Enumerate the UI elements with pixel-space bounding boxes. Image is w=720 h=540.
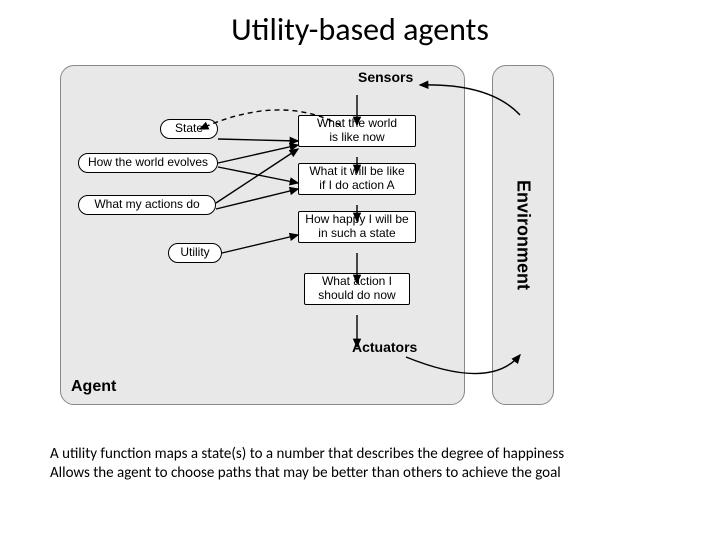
actuators-label: Actuators bbox=[352, 339, 417, 355]
node-shoulddo: What action Ishould do now bbox=[304, 273, 410, 305]
node-actions: What my actions do bbox=[78, 195, 216, 215]
node-willbe: What it will be likeif I do action A bbox=[298, 163, 416, 195]
node-utility: Utility bbox=[168, 243, 222, 263]
caption-line-1: A utility function maps a state(s) to a … bbox=[50, 445, 670, 464]
node-worldnow: What the worldis like now bbox=[298, 115, 416, 147]
diagram: Agent Environment Sensors Actuators Stat… bbox=[60, 55, 660, 415]
environment-label: Environment bbox=[513, 180, 534, 290]
sensors-label: Sensors bbox=[358, 69, 413, 85]
node-state: State bbox=[160, 119, 218, 139]
agent-label: Agent bbox=[71, 378, 116, 396]
caption-line-2: Allows the agent to choose paths that ma… bbox=[50, 464, 670, 483]
node-happy: How happy I will bein such a state bbox=[298, 211, 416, 243]
environment-panel: Environment bbox=[492, 65, 554, 405]
page-title: Utility-based agents bbox=[0, 0, 720, 55]
node-evolves: How the world evolves bbox=[78, 153, 218, 173]
caption: A utility function maps a state(s) to a … bbox=[50, 445, 670, 483]
